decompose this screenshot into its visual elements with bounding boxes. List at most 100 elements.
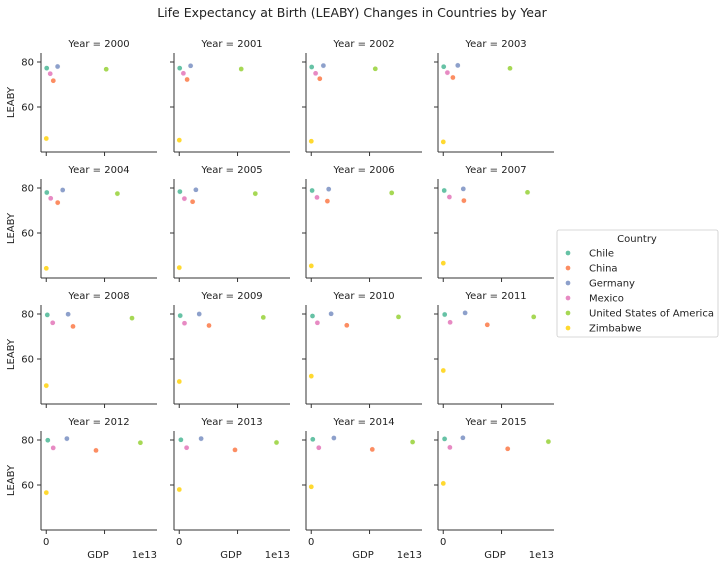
data-point-germany (54, 63, 61, 70)
data-point-united-states-of-america (388, 190, 395, 196)
facet-title: Year = 2014 (332, 417, 394, 428)
data-point-china (484, 321, 491, 328)
data-point-chile (441, 436, 448, 442)
data-point-mexico (183, 444, 190, 451)
data-point-mexico (315, 444, 322, 451)
data-point-united-states-of-america (409, 439, 416, 445)
data-point-chile (309, 436, 316, 443)
data-point-zimbabwe (440, 260, 447, 266)
legend-entries: Chile China Germany Mexico United States of … (565, 249, 714, 335)
y-tick-label: 60 (21, 229, 34, 240)
data-point-germany (460, 186, 467, 192)
data-point-chile (309, 187, 315, 194)
data-point-zimbabwe (43, 265, 50, 272)
facet-panel-2014: Year = 2014 0 GDP 1e13 (302, 417, 422, 561)
data-point-china (54, 199, 61, 206)
x-tick-label: 0 (43, 537, 49, 548)
data-point-chile (43, 189, 50, 196)
legend-title: Country (617, 234, 657, 245)
data-point-mexico (314, 319, 321, 326)
data-point-zimbabwe (176, 137, 183, 143)
x-offset-label: 1e13 (132, 550, 157, 561)
data-point-mexico (447, 319, 453, 326)
facet-title: Year = 2013 (200, 417, 262, 428)
facet-panel-2009: Year = 2009 (170, 291, 290, 408)
data-point-mexico (312, 70, 319, 77)
data-point-germany (196, 311, 203, 317)
data-point-zimbabwe (176, 264, 183, 271)
legend-frame (556, 229, 719, 338)
data-point-united-states-of-america (372, 65, 379, 72)
legend-marker (565, 265, 571, 271)
data-point-germany (187, 62, 194, 69)
facet-panel-2007: Year = 2007 (434, 165, 554, 282)
data-point-china (450, 74, 456, 81)
data-point-china (189, 198, 196, 205)
legend-label: United States of America (589, 309, 714, 320)
x-axis-label: GDP (87, 550, 108, 561)
data-point-china (316, 75, 323, 82)
facet-panel-2000: Year = 2000 60 80 LEABY (6, 39, 157, 156)
data-point-germany (462, 310, 468, 316)
y-tick-label: 80 (21, 184, 34, 195)
data-point-china (184, 76, 190, 83)
data-point-china (324, 198, 331, 204)
data-point-united-states-of-america (114, 190, 121, 197)
y-tick-label: 60 (21, 103, 34, 114)
x-tick-label: 0 (440, 537, 446, 548)
data-point-zimbabwe (176, 378, 183, 385)
data-point-united-states-of-america (137, 439, 144, 446)
data-point-zimbabwe (440, 480, 447, 487)
facet-panel-2012: Year = 2012 60 80 0 LEABY GDP 1e13 (6, 417, 157, 561)
legend-label: Germany (589, 279, 635, 290)
x-offset-label: 1e13 (529, 550, 554, 561)
legend-marker (565, 250, 571, 256)
facet-title: Year = 2006 (332, 165, 394, 176)
facet-title: Year = 2001 (200, 39, 262, 50)
data-point-chile (44, 437, 51, 444)
data-point-mexico (444, 69, 451, 76)
legend-marker (565, 295, 571, 301)
y-tick-label: 60 (21, 355, 34, 366)
data-point-zimbabwe (43, 382, 50, 389)
data-point-germany (65, 311, 71, 318)
data-point-united-states-of-america (260, 314, 267, 321)
data-point-chile (178, 436, 184, 443)
x-tick-label: 0 (176, 537, 182, 548)
data-point-zimbabwe (43, 489, 50, 496)
facet-title: Year = 2004 (67, 165, 129, 176)
data-point-chile (440, 63, 447, 70)
facet-panel-2001: Year = 2001 (170, 39, 290, 156)
data-point-china (343, 322, 350, 329)
data-point-united-states-of-america (129, 315, 135, 321)
data-point-chile (441, 311, 448, 318)
data-point-united-states-of-america (273, 439, 280, 446)
data-point-zimbabwe (43, 135, 50, 142)
data-point-china (369, 446, 376, 453)
data-point-china (70, 323, 76, 330)
data-point-united-states-of-america (524, 189, 531, 196)
data-point-zimbabwe (308, 138, 315, 145)
data-point-united-states-of-america (530, 314, 537, 320)
data-point-china (206, 322, 212, 329)
data-point-chile (44, 312, 51, 318)
facet-title: Year = 2007 (464, 165, 526, 176)
data-point-china (504, 445, 511, 452)
y-tick-label: 80 (21, 310, 34, 321)
data-point-mexico (181, 195, 188, 202)
facet-title: Year = 2010 (332, 291, 394, 302)
legend-marker (565, 310, 571, 316)
data-point-mexico (47, 70, 54, 77)
data-point-germany (325, 186, 332, 192)
y-axis-label: LEABY (6, 464, 17, 496)
data-point-mexico (50, 445, 57, 451)
facet-title: Year = 2002 (332, 39, 394, 50)
data-point-chile (309, 313, 316, 319)
data-point-china (50, 77, 57, 84)
facet-panel-2010: Year = 2010 (302, 291, 422, 408)
data-point-united-states-of-america (507, 65, 513, 72)
facet-panel-2005: Year = 2005 (170, 165, 290, 282)
data-point-germany (59, 187, 66, 193)
